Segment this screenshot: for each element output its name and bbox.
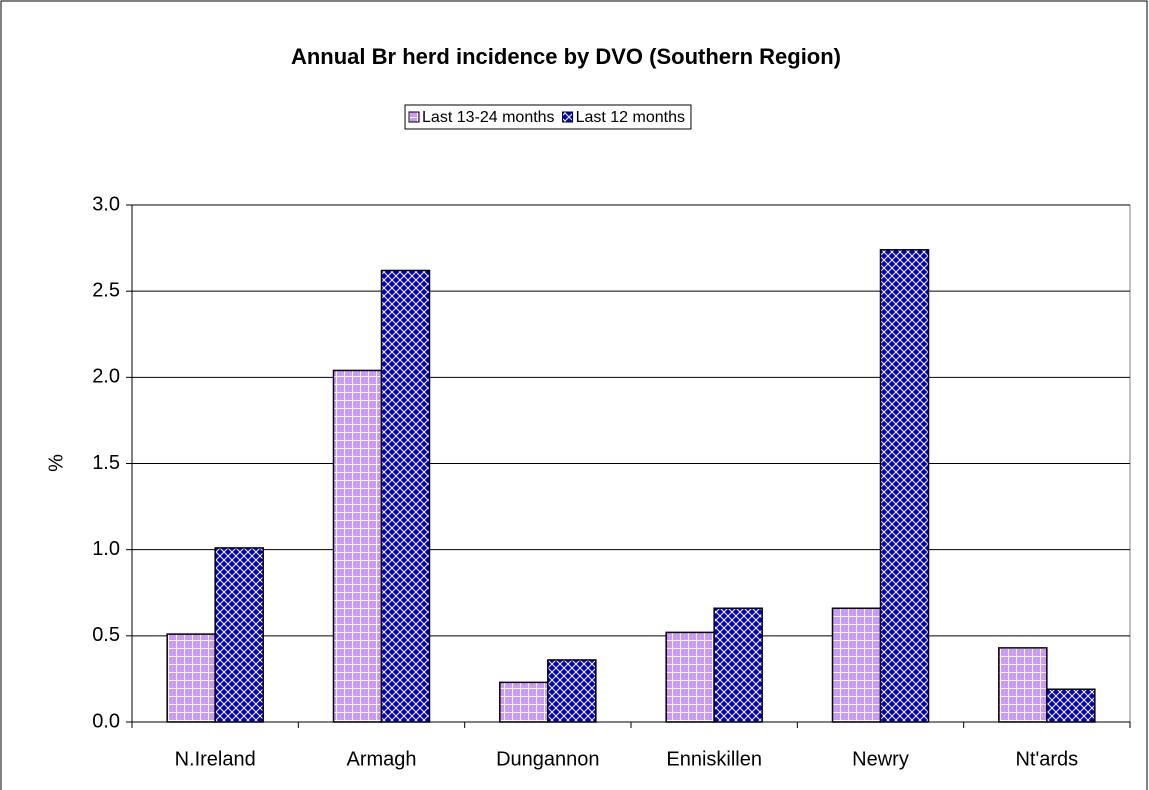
x-tick-label: Armagh bbox=[346, 748, 416, 770]
y-tick-label: 1.5 bbox=[92, 452, 120, 474]
legend-label: Last 12 months bbox=[576, 109, 685, 126]
x-tick-label: Nt'ards bbox=[1015, 748, 1078, 770]
y-axis-label: % bbox=[45, 454, 67, 472]
y-tick-label: 0.5 bbox=[92, 624, 120, 646]
bar bbox=[380, 269, 431, 723]
legend: Last 13-24 months Last 12 months bbox=[404, 104, 692, 130]
chart-title: Annual Br herd incidence by DVO (Souther… bbox=[291, 44, 841, 69]
x-tick-label: Dungannon bbox=[496, 748, 599, 770]
bar bbox=[998, 647, 1048, 723]
legend-swatch bbox=[408, 111, 420, 123]
x-tick-label: N.Ireland bbox=[175, 748, 256, 770]
bar bbox=[499, 681, 549, 723]
legend-box bbox=[404, 104, 692, 130]
y-tick-label: 2.0 bbox=[92, 366, 120, 388]
legend-swatch bbox=[562, 111, 574, 123]
y-tick-label: 1.0 bbox=[92, 538, 120, 560]
bar bbox=[214, 547, 264, 723]
bar bbox=[665, 631, 715, 723]
bar bbox=[547, 659, 597, 723]
legend-label: Last 13-24 months bbox=[422, 109, 555, 126]
bar bbox=[879, 249, 930, 723]
bar bbox=[166, 633, 216, 723]
bar bbox=[1046, 688, 1096, 723]
y-tick-label: 3.0 bbox=[92, 193, 120, 215]
y-tick-label: 2.5 bbox=[92, 279, 120, 301]
bar bbox=[713, 607, 763, 723]
x-tick-label: Enniskillen bbox=[666, 748, 762, 770]
bar bbox=[332, 369, 383, 723]
y-tick-label: 0.0 bbox=[92, 710, 120, 732]
bar bbox=[831, 607, 882, 723]
x-tick-label: Newry bbox=[852, 748, 909, 770]
